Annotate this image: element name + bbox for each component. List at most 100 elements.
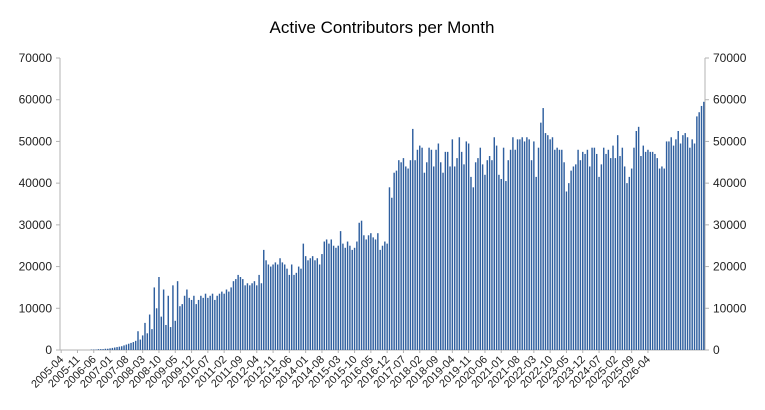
bar xyxy=(549,139,550,350)
bar xyxy=(338,246,339,350)
bar xyxy=(249,285,250,350)
bar xyxy=(459,137,460,350)
bar xyxy=(538,148,539,350)
bar xyxy=(109,348,110,350)
bar xyxy=(452,139,453,350)
bar xyxy=(135,341,136,350)
bar xyxy=(594,148,595,350)
bar xyxy=(205,294,206,350)
bar xyxy=(256,285,257,350)
bar xyxy=(512,137,513,350)
bar xyxy=(414,160,415,350)
bar xyxy=(435,150,436,350)
bar xyxy=(391,198,392,350)
bar xyxy=(370,233,371,350)
bar xyxy=(179,306,180,350)
bar xyxy=(612,146,613,350)
chart-title: Active Contributors per Month xyxy=(270,18,495,37)
bar xyxy=(221,292,222,350)
bar xyxy=(568,183,569,350)
bar xyxy=(561,150,562,350)
bar xyxy=(396,171,397,350)
bar xyxy=(240,277,241,350)
bar xyxy=(596,154,597,350)
bar xyxy=(372,237,373,350)
bar xyxy=(615,158,616,350)
bar xyxy=(340,231,341,350)
bar xyxy=(403,158,404,350)
bar xyxy=(584,154,585,350)
bar xyxy=(209,296,210,350)
bar xyxy=(701,106,702,350)
bar xyxy=(300,269,301,350)
bar xyxy=(144,323,145,350)
bar xyxy=(528,139,529,350)
bar xyxy=(321,254,322,350)
bar xyxy=(652,152,653,350)
bar xyxy=(431,150,432,350)
bar xyxy=(116,347,117,350)
bar xyxy=(368,235,369,350)
bar xyxy=(202,298,203,350)
bar xyxy=(428,148,429,350)
bar xyxy=(570,171,571,350)
bar xyxy=(200,296,201,350)
bar xyxy=(466,141,467,350)
bar xyxy=(563,162,564,350)
bar xyxy=(189,298,190,350)
bar xyxy=(661,166,662,350)
bar xyxy=(293,275,294,350)
bar xyxy=(533,141,534,350)
bar xyxy=(237,275,238,350)
bar xyxy=(128,344,129,350)
bar xyxy=(678,131,679,350)
bar xyxy=(566,191,567,350)
bar xyxy=(682,135,683,350)
bar xyxy=(400,162,401,350)
bar xyxy=(575,164,576,350)
bar xyxy=(335,248,336,350)
bar xyxy=(342,244,343,350)
bar xyxy=(405,166,406,350)
bar xyxy=(242,279,243,350)
bar xyxy=(261,283,262,350)
bar xyxy=(631,169,632,350)
bar xyxy=(393,173,394,350)
bar xyxy=(647,150,648,350)
bar xyxy=(233,281,234,350)
bar xyxy=(412,129,413,350)
bar xyxy=(524,141,525,350)
bar xyxy=(328,244,329,350)
bar xyxy=(317,258,318,350)
bar xyxy=(191,300,192,350)
bar xyxy=(265,260,266,350)
bar xyxy=(361,221,362,350)
bar xyxy=(556,148,557,350)
bar xyxy=(291,264,292,350)
bar xyxy=(591,148,592,350)
y-tick-label-right: 60000 xyxy=(713,93,747,107)
bar xyxy=(487,160,488,350)
y-tick-label-right: 40000 xyxy=(713,176,747,190)
bar xyxy=(286,269,287,350)
bar xyxy=(535,177,536,350)
bar xyxy=(438,144,439,350)
bar xyxy=(510,150,511,350)
bar xyxy=(244,285,245,350)
bar xyxy=(358,223,359,350)
y-tick-label-left: 30000 xyxy=(19,218,53,232)
bar xyxy=(696,116,697,350)
bar xyxy=(398,160,399,350)
bar xyxy=(354,248,355,350)
bar xyxy=(657,158,658,350)
bar xyxy=(484,175,485,350)
bar xyxy=(331,239,332,350)
bar xyxy=(531,160,532,350)
bar xyxy=(636,131,637,350)
bar xyxy=(645,152,646,350)
bar xyxy=(105,349,106,350)
bar xyxy=(198,300,199,350)
bar xyxy=(447,152,448,350)
bar xyxy=(326,239,327,350)
bar xyxy=(626,183,627,350)
